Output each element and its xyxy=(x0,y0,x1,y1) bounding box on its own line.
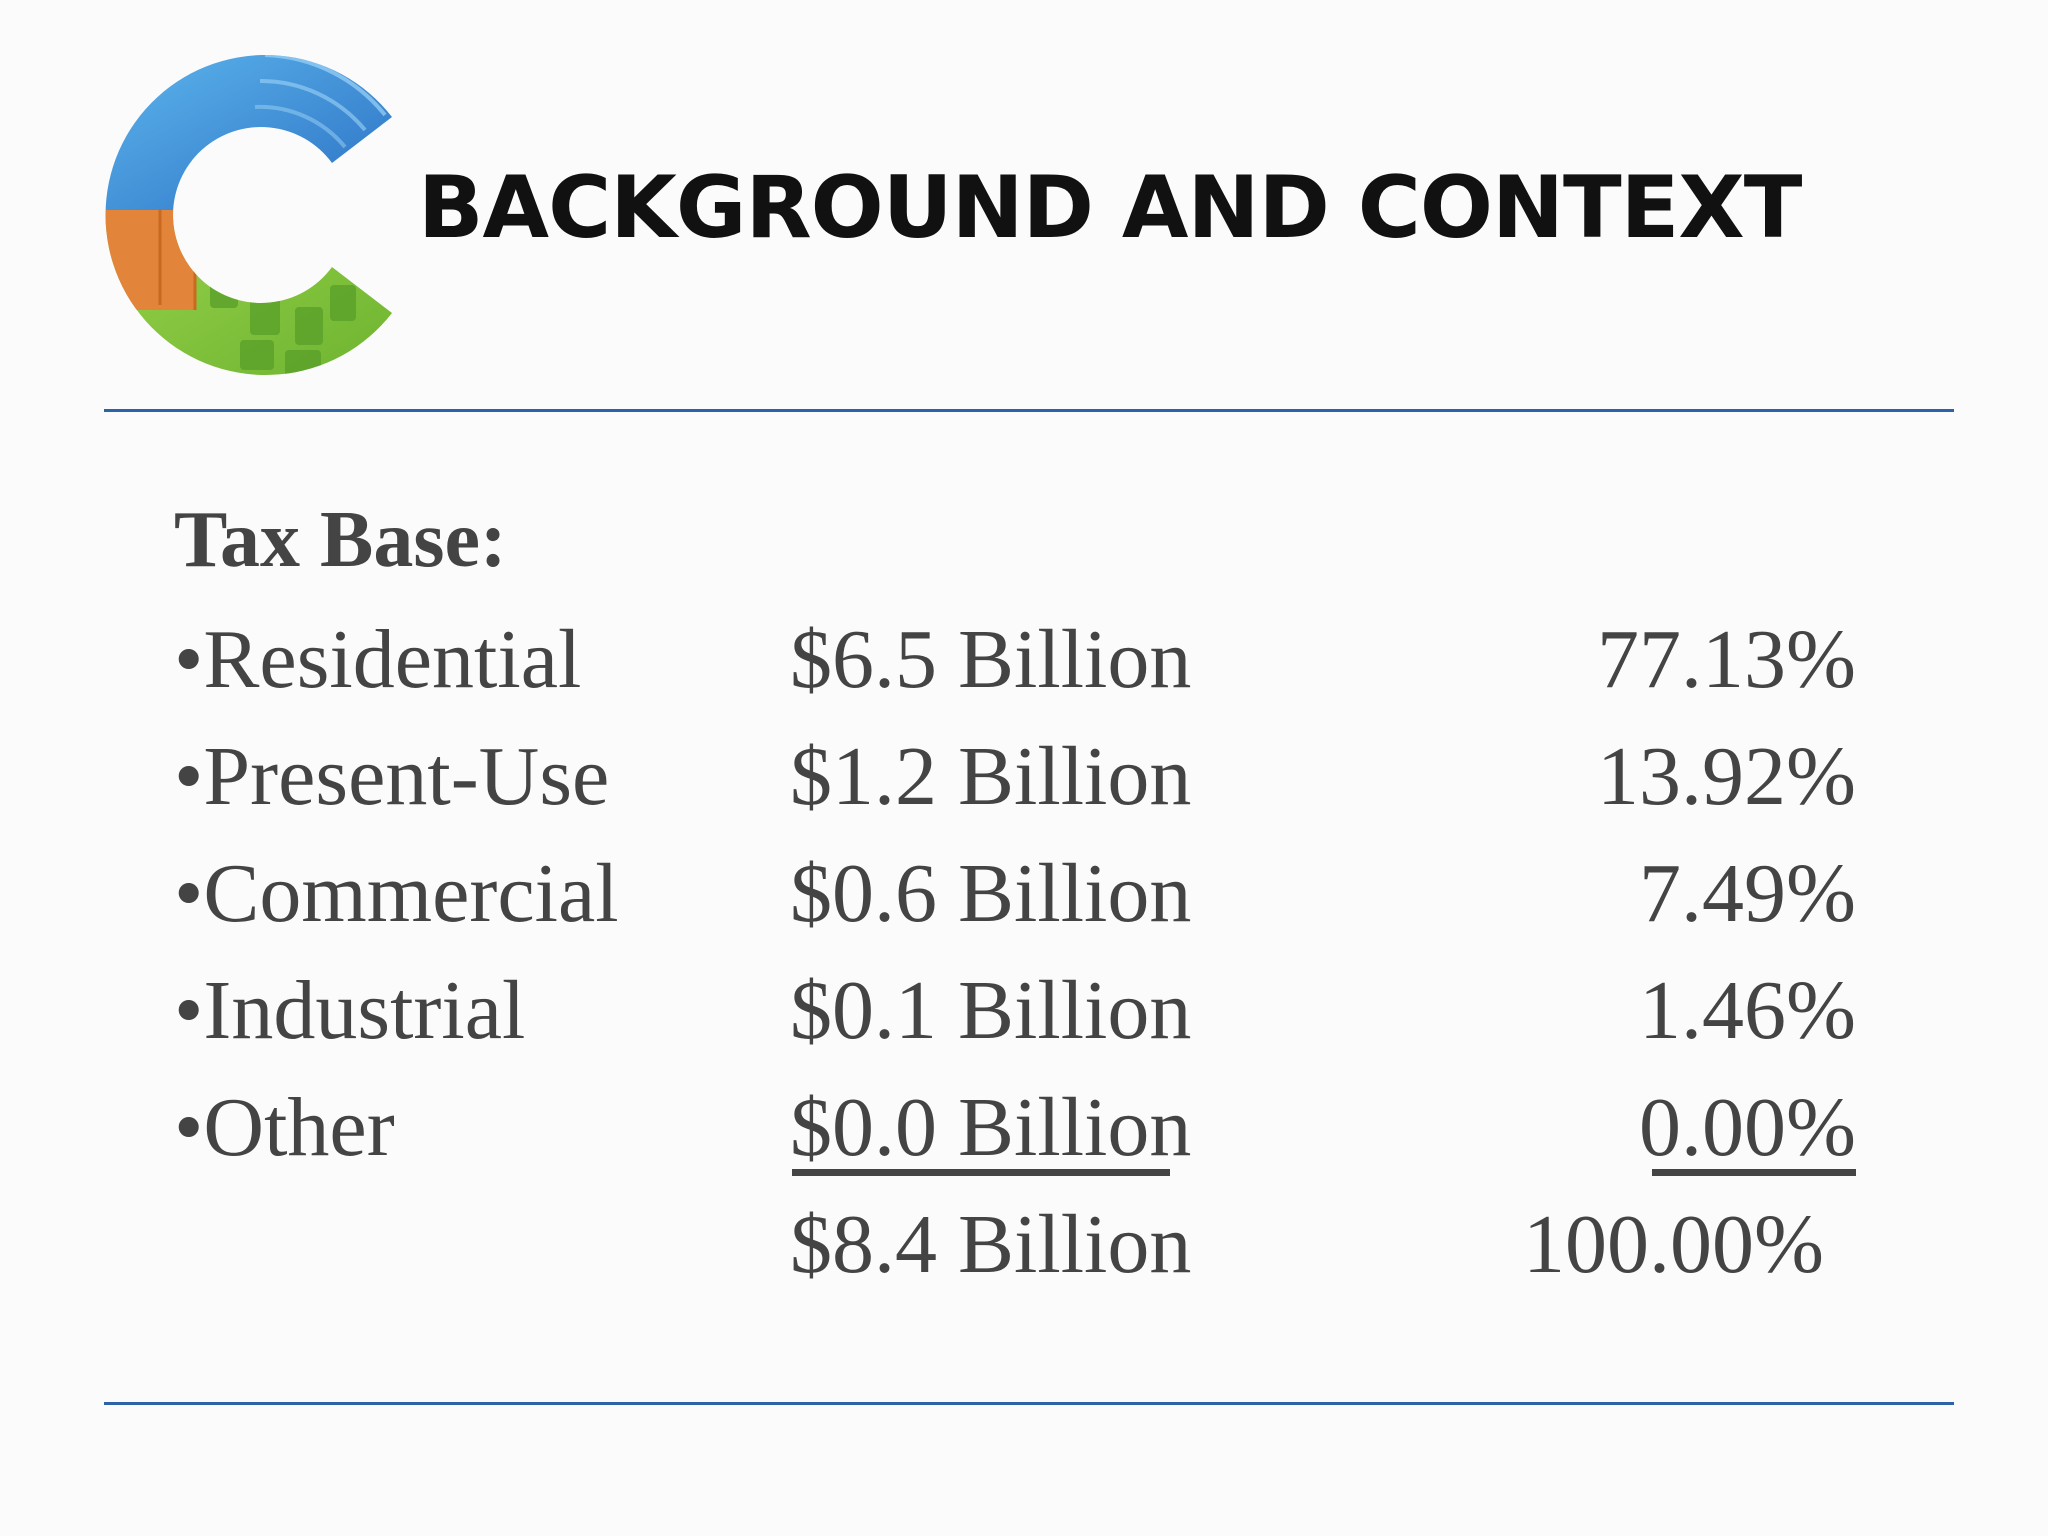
total-amount: $8.4 Billion xyxy=(790,1198,1192,1291)
table-row: •Present-Use $1.2 Billion 13.92% xyxy=(0,722,2048,832)
category-label: •Commercial xyxy=(174,847,619,940)
percent-sum-line xyxy=(1652,1169,1856,1176)
category-label: •Present-Use xyxy=(174,730,610,823)
percent-value: 13.92% xyxy=(1597,730,1856,823)
total-row: $8.4 Billion 100.00% xyxy=(0,1190,2048,1300)
table-row: •Commercial $0.6 Billion 7.49% xyxy=(0,839,2048,949)
category-label: •Residential xyxy=(174,613,582,706)
category-label: •Industrial xyxy=(174,964,526,1057)
bottom-divider xyxy=(104,1402,1954,1405)
category-label: •Other xyxy=(174,1081,395,1174)
c-logo-icon xyxy=(105,55,393,376)
table-row: •Industrial $0.1 Billion 1.46% xyxy=(0,956,2048,1066)
amount-value: $0.1 Billion xyxy=(790,964,1192,1057)
percent-value: 0.00% xyxy=(1639,1081,1856,1174)
amount-value: $0.0 Billion xyxy=(790,1081,1192,1174)
table-row: •Residential $6.5 Billion 77.13% xyxy=(0,605,2048,715)
percent-value: 1.46% xyxy=(1639,964,1856,1057)
section-heading: Tax Base: xyxy=(174,496,507,584)
amount-value: $6.5 Billion xyxy=(790,613,1192,706)
percent-value: 7.49% xyxy=(1639,847,1856,940)
percent-value: 77.13% xyxy=(1597,613,1856,706)
amount-value: $0.6 Billion xyxy=(790,847,1192,940)
top-divider xyxy=(104,409,1954,412)
table-row: •Other $0.0 Billion 0.00% xyxy=(0,1073,2048,1183)
page-title: BACKGROUND AND CONTEXT xyxy=(418,158,1802,258)
amount-value: $1.2 Billion xyxy=(790,730,1192,823)
amount-sum-line xyxy=(792,1169,1170,1176)
total-percent: 100.00% xyxy=(1523,1198,1824,1291)
